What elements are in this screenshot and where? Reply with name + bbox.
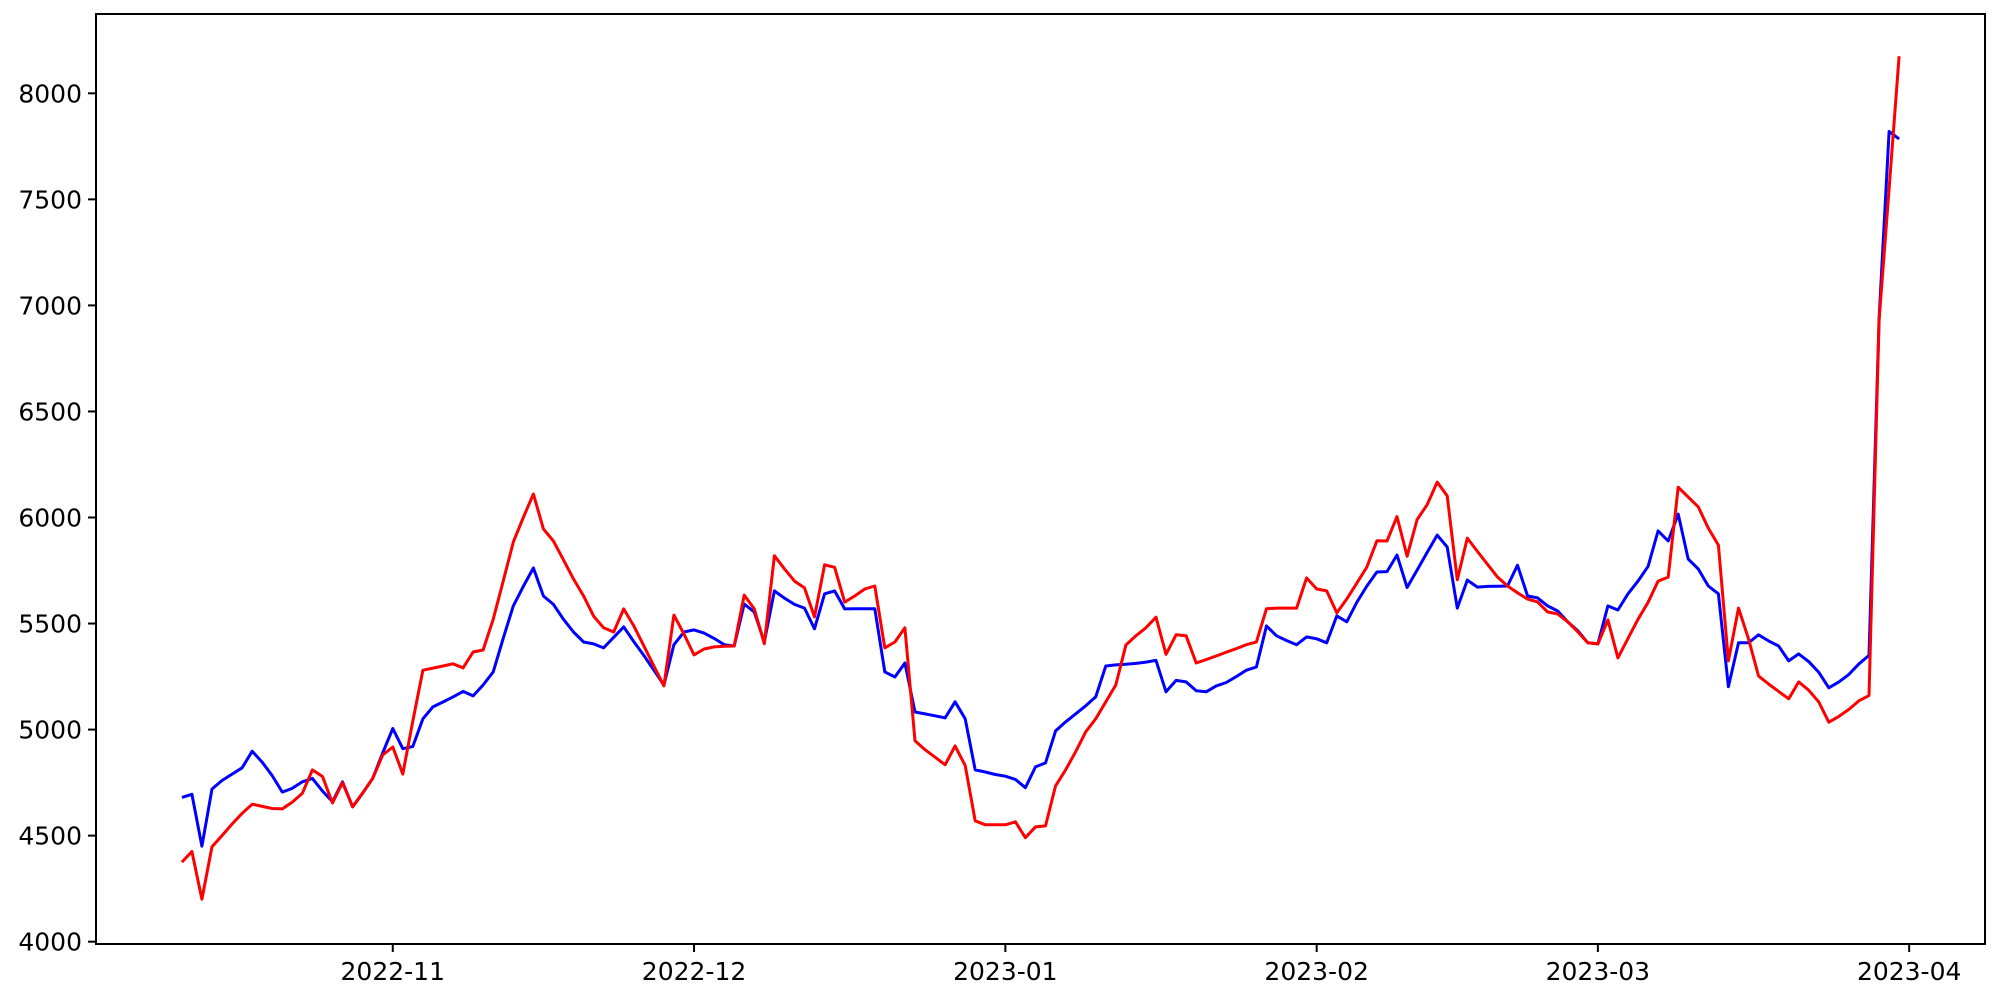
y-tick-label: 7000 [18, 291, 82, 320]
y-tick-label: 6000 [18, 503, 82, 532]
y-tick-label: 4000 [18, 928, 82, 957]
x-tick-label: 2023-01 [953, 957, 1057, 986]
x-tick-label: 2023-04 [1857, 957, 1961, 986]
y-tick-label: 5500 [18, 610, 82, 639]
plot-border [95, 13, 1986, 945]
y-tick-label: 4500 [18, 822, 82, 851]
y-tick-label: 8000 [18, 79, 82, 108]
x-tick-label: 2022-12 [642, 957, 746, 986]
x-tick-label: 2023-02 [1264, 957, 1368, 986]
blue-line [181, 130, 1900, 848]
y-tick-label: 6500 [18, 397, 82, 426]
x-tick-label: 2022-11 [341, 957, 445, 986]
x-tick-label: 2023-03 [1546, 957, 1650, 986]
y-tick-label: 7500 [18, 185, 82, 214]
y-tick-label: 5000 [18, 716, 82, 745]
red-line [180, 56, 1901, 901]
